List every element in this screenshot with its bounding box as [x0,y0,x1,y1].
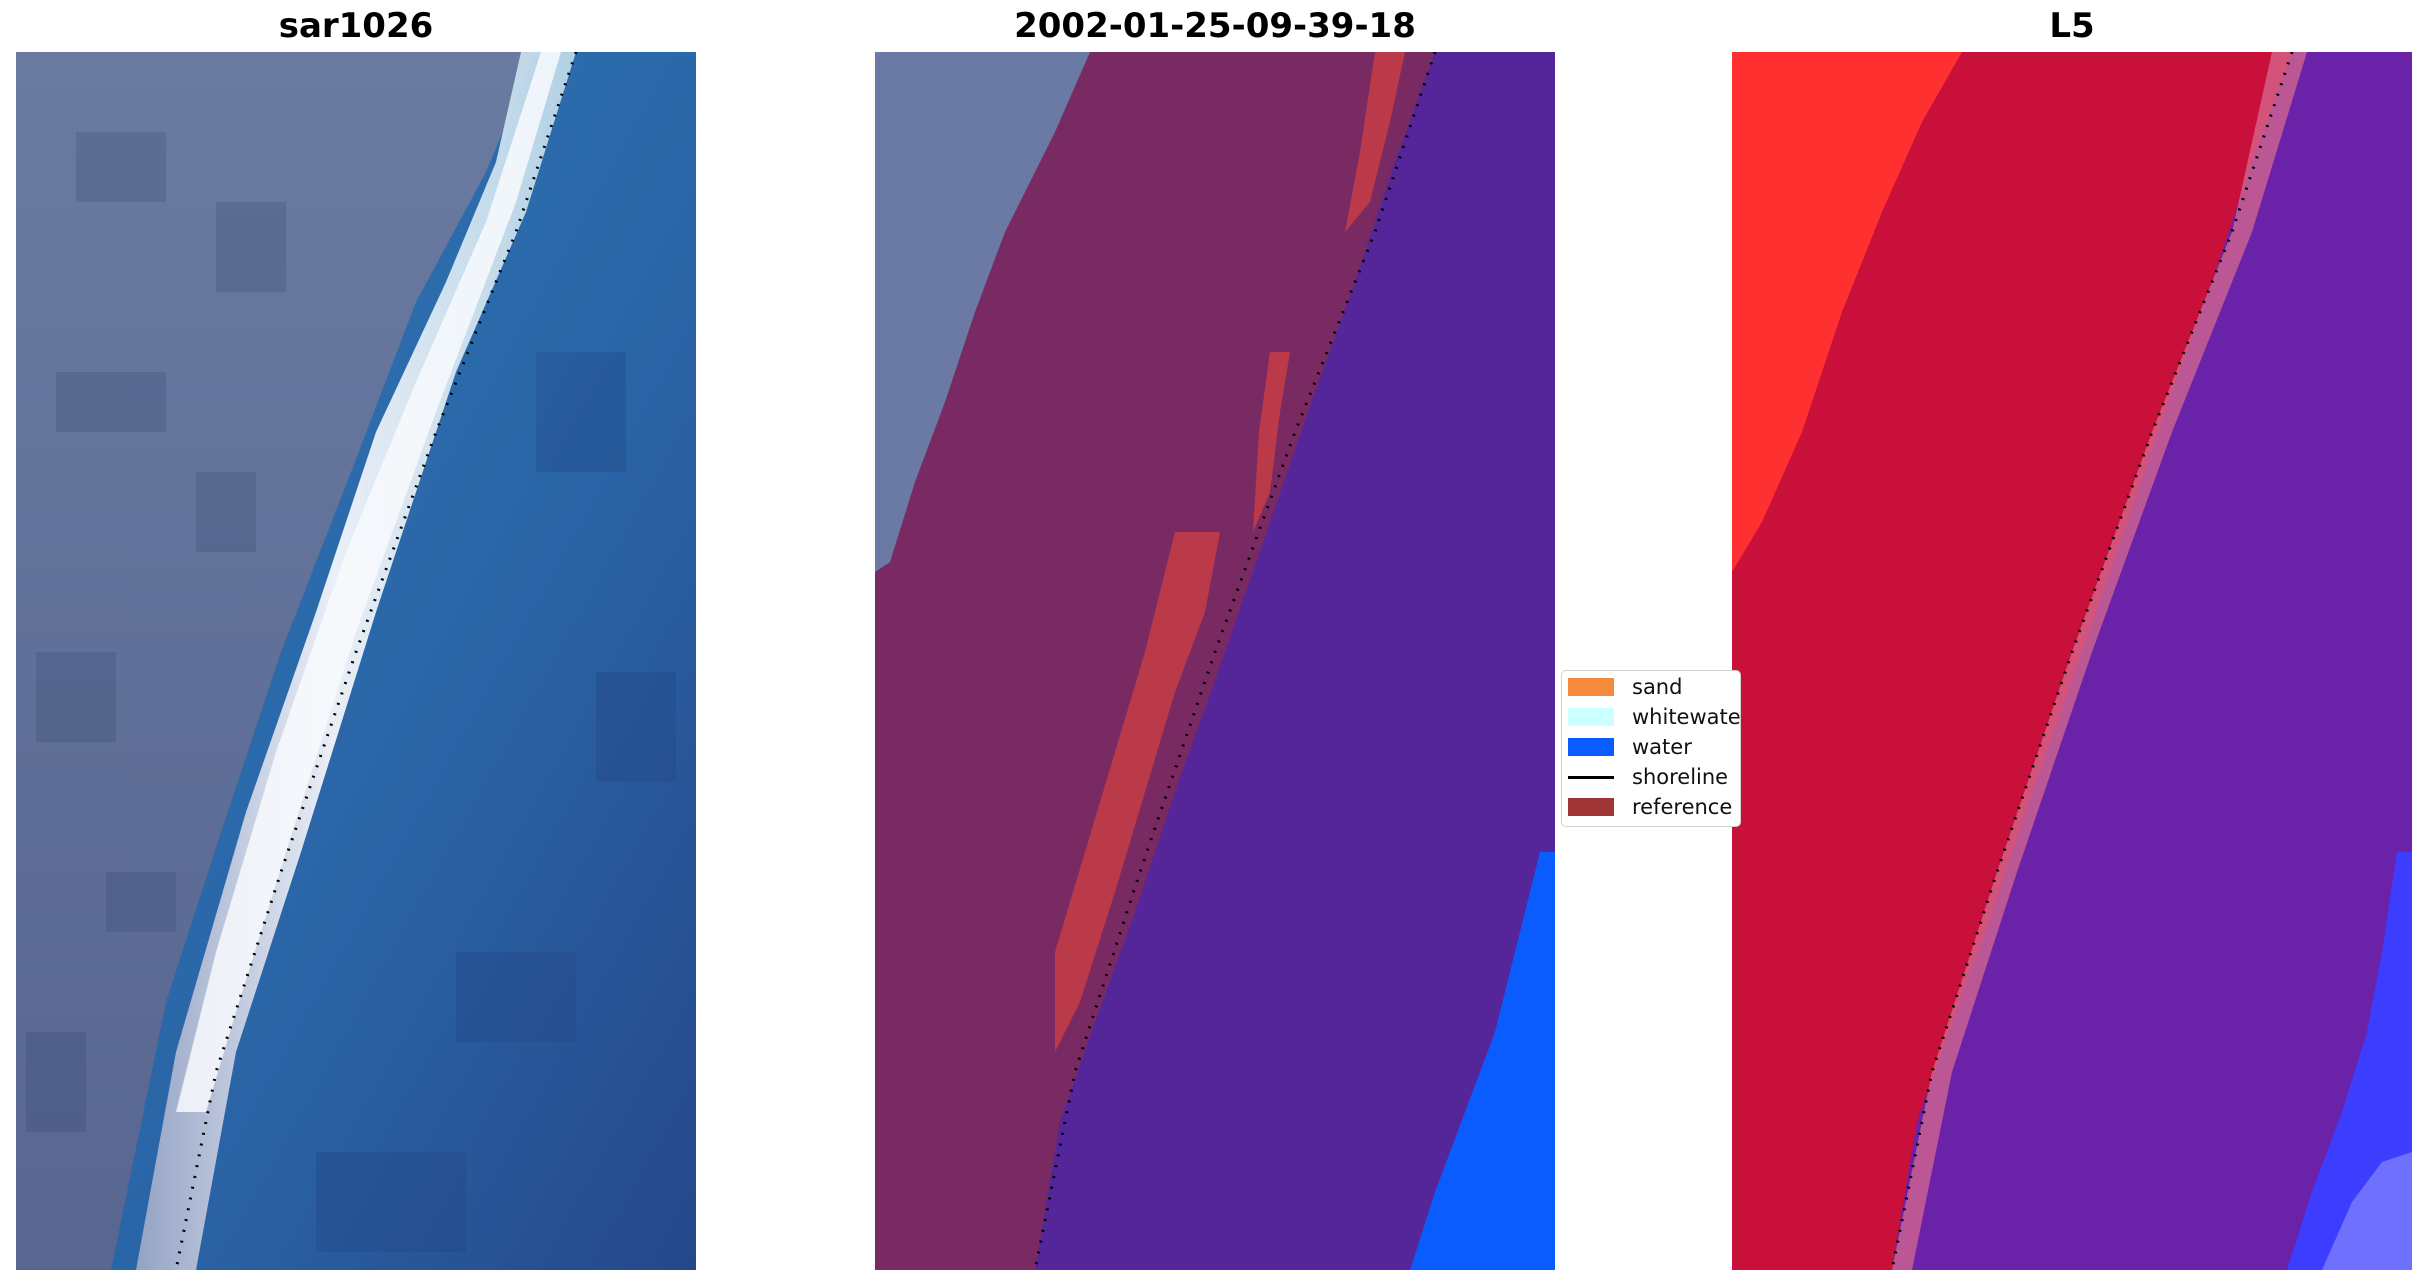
classified-image [875,52,1555,1270]
shoreline-line-icon [1568,775,1614,779]
class-red-strip-1 [1345,52,1405,232]
sand-swatch [1568,678,1614,696]
legend-label-sand: sand [1632,675,1683,699]
class-water-area [1410,852,1555,1270]
reference-swatch [1568,798,1614,816]
class-rgb-corner [875,52,1090,572]
index-image-panel [1732,52,2412,1270]
index-image [1732,52,2412,1270]
index-transition [1892,52,2307,1270]
rgb-land [16,52,536,1270]
index-bright-red [1732,52,1962,572]
rgb-image-panel [16,52,696,1270]
index-blue-light [2322,1152,2412,1270]
legend-label-reference: reference [1632,795,1733,819]
class-red-strip-2 [1253,352,1290,532]
legend-item-shoreline: shoreline [1568,765,1728,789]
rgb-image [16,52,696,1270]
panel-title-index: L5 [2049,6,2095,46]
legend-item-water: water [1568,735,1692,759]
legend-label-whitewater: whitewater [1632,705,1741,729]
legend-label-water: water [1632,735,1692,759]
whitewater-swatch [1568,708,1614,726]
index-red-area [1732,52,2292,1270]
rgb-shoreline [174,52,578,1270]
legend-item-whitewater: whitewater [1568,705,1741,729]
rgb-foam-core [176,52,561,1112]
legend-item-sand: sand [1568,675,1682,699]
legend: sand whitewater water shoreline referenc… [1561,670,1741,827]
legend-item-reference: reference [1568,795,1732,819]
legend-label-shoreline: shoreline [1632,765,1729,789]
water-swatch [1568,738,1614,756]
panel-title-rgb: sar1026 [278,6,434,46]
class-red-strip-3 [1055,532,1220,1052]
classified-image-panel [875,52,1555,1270]
class-shoreline [1033,52,1437,1270]
panel-title-classified: 2002-01-25-09-39-18 [1014,6,1416,46]
index-shoreline [1890,52,2294,1270]
